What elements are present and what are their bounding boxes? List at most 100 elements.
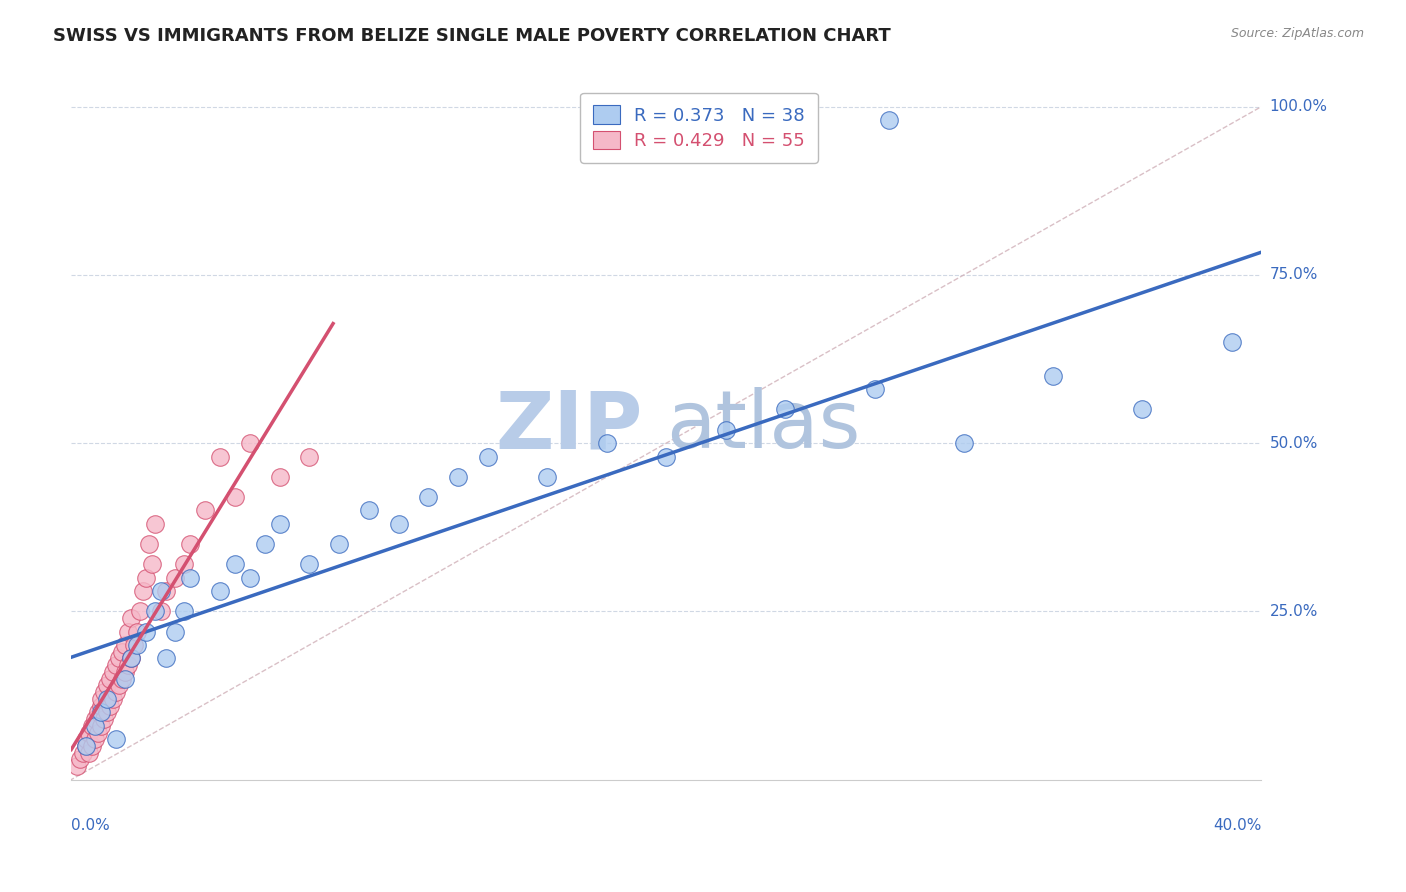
Point xyxy=(84,732,107,747)
Point xyxy=(96,706,118,720)
Point xyxy=(224,558,246,572)
Point xyxy=(357,503,380,517)
Text: 0.0%: 0.0% xyxy=(72,819,110,833)
Point xyxy=(179,571,201,585)
Point xyxy=(141,558,163,572)
Point xyxy=(96,678,118,692)
Point xyxy=(90,698,112,713)
Point xyxy=(87,725,110,739)
Point xyxy=(108,651,131,665)
Point xyxy=(269,516,291,531)
Point xyxy=(863,382,886,396)
Point xyxy=(536,470,558,484)
Point xyxy=(135,624,157,639)
Text: atlas: atlas xyxy=(666,387,860,466)
Point xyxy=(135,571,157,585)
Point xyxy=(117,624,139,639)
Point xyxy=(173,604,195,618)
Point xyxy=(149,604,172,618)
Point xyxy=(66,759,89,773)
Point xyxy=(165,624,187,639)
Point xyxy=(120,611,142,625)
Point xyxy=(155,584,177,599)
Point xyxy=(224,490,246,504)
Point xyxy=(77,746,100,760)
Point xyxy=(69,752,91,766)
Point xyxy=(101,665,124,679)
Point xyxy=(75,739,97,753)
Text: 25.0%: 25.0% xyxy=(1270,604,1317,619)
Point xyxy=(77,725,100,739)
Point xyxy=(298,450,321,464)
Text: ZIP: ZIP xyxy=(495,387,643,466)
Point xyxy=(477,450,499,464)
Legend: R = 0.373   N = 38, R = 0.429   N = 55: R = 0.373 N = 38, R = 0.429 N = 55 xyxy=(581,93,818,163)
Point xyxy=(953,436,976,450)
Point xyxy=(108,678,131,692)
Point xyxy=(239,436,262,450)
Point xyxy=(120,651,142,665)
Point xyxy=(165,571,187,585)
Point xyxy=(84,719,107,733)
Text: 100.0%: 100.0% xyxy=(1270,99,1327,114)
Point xyxy=(96,691,118,706)
Point xyxy=(138,537,160,551)
Point xyxy=(75,739,97,753)
Point xyxy=(72,746,94,760)
Point xyxy=(269,470,291,484)
Text: SWISS VS IMMIGRANTS FROM BELIZE SINGLE MALE POVERTY CORRELATION CHART: SWISS VS IMMIGRANTS FROM BELIZE SINGLE M… xyxy=(53,27,891,45)
Point xyxy=(655,450,678,464)
Point xyxy=(101,691,124,706)
Point xyxy=(194,503,217,517)
Point xyxy=(98,672,121,686)
Point xyxy=(253,537,276,551)
Point xyxy=(208,450,231,464)
Point xyxy=(143,516,166,531)
Point xyxy=(208,584,231,599)
Point xyxy=(879,113,901,128)
Point xyxy=(90,719,112,733)
Point xyxy=(90,691,112,706)
Point xyxy=(328,537,350,551)
Point xyxy=(104,658,127,673)
Point xyxy=(149,584,172,599)
Point xyxy=(114,665,136,679)
Point xyxy=(131,584,153,599)
Point xyxy=(387,516,409,531)
Point xyxy=(298,558,321,572)
Point xyxy=(98,698,121,713)
Point xyxy=(75,732,97,747)
Point xyxy=(155,651,177,665)
Text: 75.0%: 75.0% xyxy=(1270,268,1317,283)
Point xyxy=(114,672,136,686)
Point xyxy=(125,638,148,652)
Point xyxy=(179,537,201,551)
Point xyxy=(239,571,262,585)
Point xyxy=(84,712,107,726)
Point xyxy=(418,490,440,504)
Point xyxy=(90,706,112,720)
Point xyxy=(1220,335,1243,350)
Point xyxy=(596,436,619,450)
Point xyxy=(80,719,103,733)
Point xyxy=(93,685,115,699)
Text: Source: ZipAtlas.com: Source: ZipAtlas.com xyxy=(1230,27,1364,40)
Point xyxy=(775,402,797,417)
Point xyxy=(87,706,110,720)
Point xyxy=(1132,402,1154,417)
Text: 50.0%: 50.0% xyxy=(1270,435,1317,450)
Point xyxy=(120,651,142,665)
Point xyxy=(447,470,470,484)
Point xyxy=(111,672,134,686)
Point xyxy=(125,624,148,639)
Point xyxy=(122,638,145,652)
Point xyxy=(173,558,195,572)
Point xyxy=(80,739,103,753)
Point xyxy=(114,638,136,652)
Text: 40.0%: 40.0% xyxy=(1213,819,1261,833)
Point xyxy=(111,645,134,659)
Point xyxy=(128,604,150,618)
Point xyxy=(104,685,127,699)
Point xyxy=(143,604,166,618)
Point xyxy=(104,732,127,747)
